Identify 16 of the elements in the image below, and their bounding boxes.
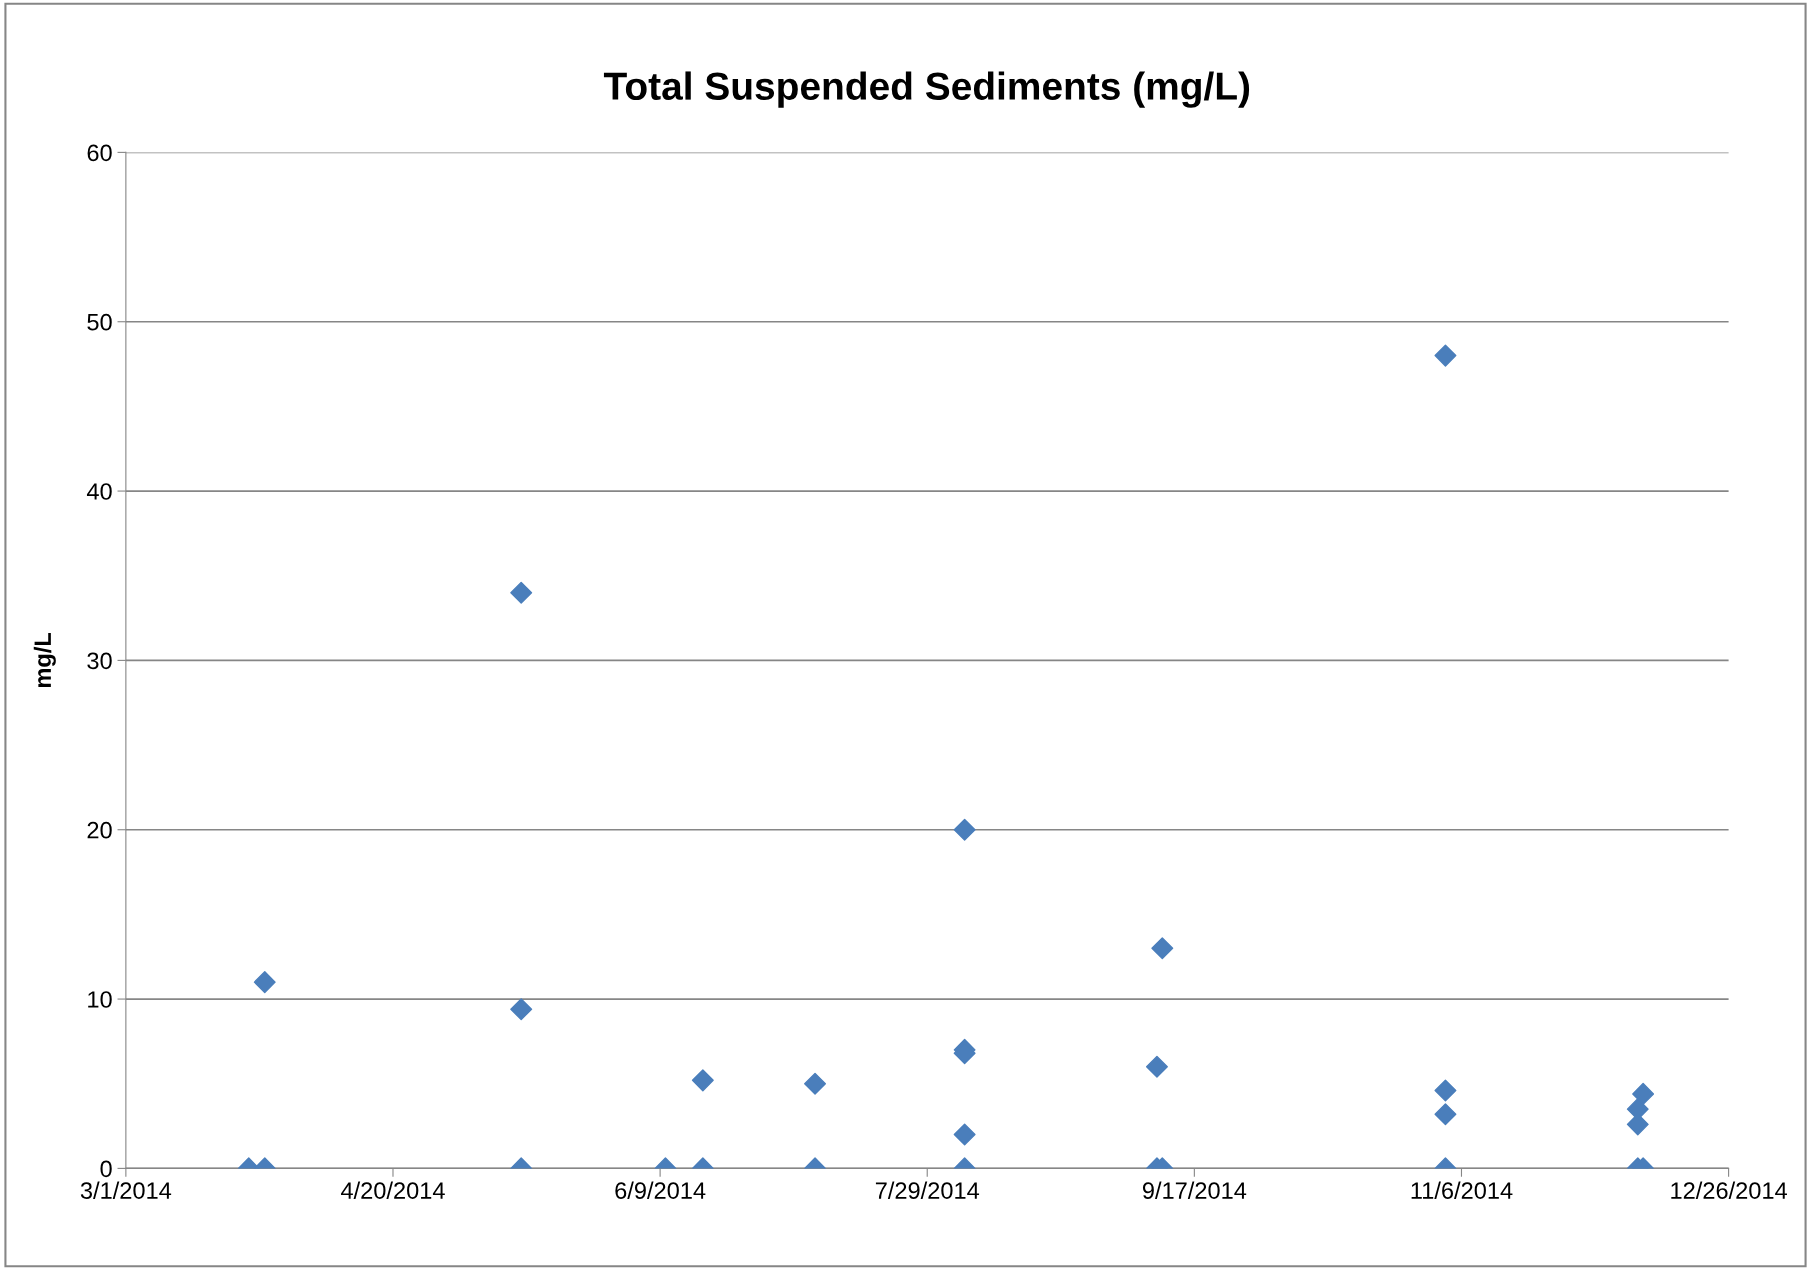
y-axis-title: mg/L (33, 632, 56, 688)
y-tick-label: 30 (87, 652, 112, 670)
x-tick-label: 12/26/2014 (1671, 1181, 1787, 1199)
x-tick-label: 11/6/2014 (1411, 1181, 1513, 1199)
x-tick-label: 7/29/2014 (875, 1181, 980, 1199)
y-tick-label: 0 (100, 1160, 112, 1178)
x-tick-label: 3/1/2014 (80, 1181, 172, 1199)
chart-title: Total Suspended Sediments (mg/L) (603, 71, 1250, 108)
y-tick-label: 20 (87, 821, 112, 839)
x-tick-label: 9/17/2014 (1142, 1181, 1247, 1199)
y-tick-label: 60 (87, 144, 112, 162)
y-tick-label: 10 (88, 991, 112, 1008)
x-tick-label: 4/20/2014 (341, 1181, 445, 1199)
y-tick-label: 40 (86, 483, 112, 500)
x-tick-label: 6/9/2014 (615, 1181, 706, 1199)
y-tick-label: 50 (87, 313, 112, 331)
